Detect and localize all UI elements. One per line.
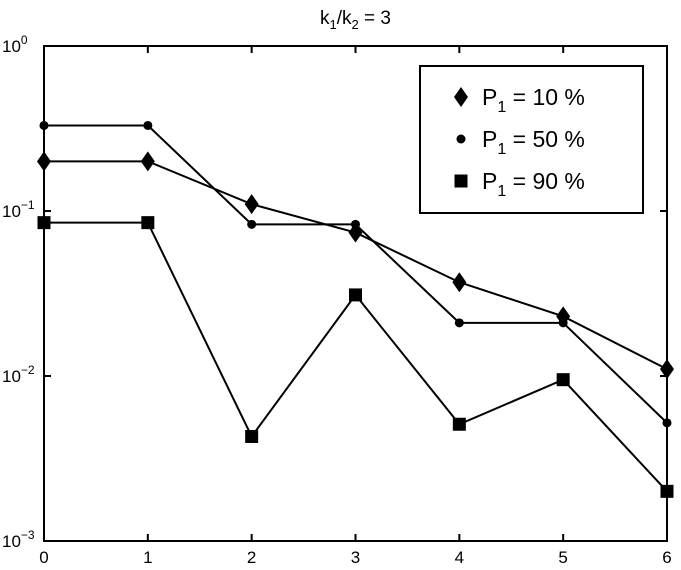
x-tick-label: 5 [558,548,567,567]
data-point-diamond [452,272,467,293]
legend-label: P1 = 50 % [482,126,585,158]
chart-title: k1/k2 = 3 [320,8,391,32]
legend-marker-diamond [454,87,468,107]
series-line-square [44,221,668,493]
data-point-circle [351,219,360,229]
y-tick-label: 10−1 [2,198,35,221]
data-point-square [556,373,570,387]
data-point-circle [247,219,257,229]
title-rest: = 3 [359,8,391,29]
legend-label: P1 = 90 % [482,168,585,200]
data-point-square [452,417,466,431]
x-tick-label: 0 [39,548,48,567]
y-tick-label: 10−3 [2,528,35,551]
data-point-diamond [140,151,155,172]
data-point-square [245,429,259,443]
title-k: k [320,8,330,29]
data-point-square [141,216,155,230]
x-tick-label: 4 [455,548,464,567]
title-sub1: 1 [330,17,337,32]
x-tick-label: 1 [143,548,152,567]
axis-ticks: 0 1 2 3 4 5 6 100 10−1 10−2 10−3 [2,33,672,567]
legend-marker-circle [456,134,466,144]
title-sub2: 2 [352,17,359,32]
data-point-circle [143,120,153,130]
data-point-circle [558,318,568,328]
x-tick-label: 2 [247,548,256,567]
series-layer [37,120,674,498]
data-point-diamond [244,194,259,215]
title-slash: / [337,8,343,29]
y-tick-label: 10−2 [2,363,35,386]
series-square [37,216,674,498]
x-tick-label: 6 [662,548,671,567]
x-tick-label: 3 [351,548,360,567]
legend-label: P1 = 10 % [482,84,585,116]
data-point-square [349,288,362,302]
series-circle [39,120,672,428]
legend-marker-square [454,174,468,188]
title-k2: k [342,8,352,29]
data-point-circle [454,318,464,328]
legend: P1 = 10 % P1 = 50 % P1 = 90 % [419,65,644,214]
y-tick-label: 100 [2,33,28,56]
